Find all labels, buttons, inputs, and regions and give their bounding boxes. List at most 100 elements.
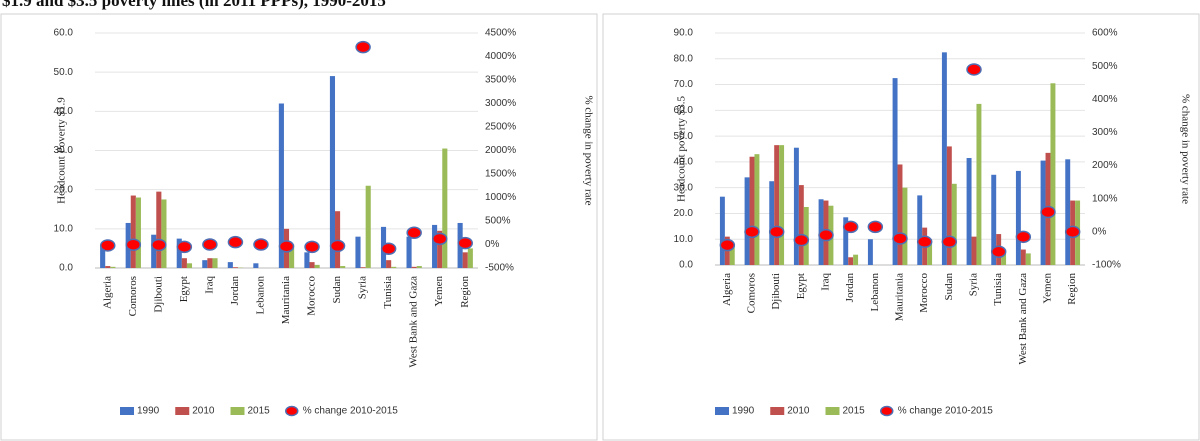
y2-tick-label: 300% — [1092, 127, 1118, 138]
bar — [176, 238, 182, 268]
x-tick-label: Mauritania — [894, 273, 906, 321]
bar — [181, 258, 187, 268]
bar — [227, 262, 233, 268]
marker — [1040, 205, 1056, 219]
bar — [186, 263, 193, 268]
bar — [416, 266, 422, 268]
bar — [976, 103, 982, 265]
bar — [340, 266, 346, 268]
marker — [431, 232, 448, 246]
bar — [798, 185, 804, 265]
bar — [1050, 83, 1056, 266]
x-tick-label: West Bank and Gaza — [1017, 273, 1029, 365]
y-tick-label: 0.0 — [59, 263, 73, 274]
y-tick-label: 40.0 — [674, 157, 694, 168]
bar — [130, 195, 136, 268]
y-tick-label: 30.0 — [674, 182, 694, 193]
marker — [329, 239, 346, 253]
marker — [253, 238, 269, 251]
x-tick-label: Egypt — [178, 276, 190, 302]
bar — [391, 266, 397, 268]
panel-right — [602, 13, 1200, 441]
y2-tick-label: 600% — [1092, 28, 1118, 39]
bar — [774, 145, 780, 265]
x-tick-label: Syria — [968, 273, 980, 296]
y2-axis-title: % change in poverty rate — [582, 96, 594, 206]
y-tick-label: 80.0 — [674, 53, 694, 64]
x-tick-label: Tunisia — [992, 273, 1004, 306]
bar — [1065, 159, 1071, 265]
y-tick-label: 10.0 — [54, 223, 74, 234]
bar — [971, 236, 977, 265]
bar — [848, 257, 854, 265]
y2-tick-label: 100% — [1092, 193, 1118, 204]
bar — [867, 239, 873, 265]
legend-label: % change 2010-2015 — [898, 406, 994, 417]
bar — [411, 266, 417, 268]
bar — [1015, 170, 1021, 265]
y-axis-title: Headcount Poverty $1.9 — [56, 97, 68, 204]
y-tick-label: 0.0 — [679, 260, 693, 271]
bar — [432, 224, 438, 268]
marker — [380, 242, 397, 255]
x-tick-label: Algeria — [101, 276, 113, 309]
bar — [462, 252, 468, 268]
y-tick-label: 70.0 — [674, 79, 694, 90]
y2-tick-label: 3000% — [485, 98, 516, 109]
bar — [355, 236, 361, 268]
bar — [744, 177, 750, 265]
bar — [467, 248, 473, 268]
bar — [946, 146, 952, 265]
y-tick-label: 60.0 — [54, 28, 74, 39]
bar — [161, 199, 167, 268]
y2-tick-label: 4000% — [485, 51, 516, 62]
legend-label: % change 2010-2015 — [303, 406, 399, 417]
bar — [991, 174, 997, 265]
legend-label: 2010 — [192, 406, 215, 417]
bar — [135, 197, 141, 268]
bar — [335, 211, 341, 268]
x-tick-label: Comoros — [746, 273, 758, 313]
bar — [769, 181, 775, 265]
y2-tick-label: -100% — [1092, 260, 1121, 271]
x-tick-label: Lebanon — [869, 273, 881, 312]
bar — [314, 264, 320, 268]
y2-tick-label: -500% — [485, 263, 514, 274]
x-tick-label: Iraq — [203, 276, 215, 294]
bar — [156, 191, 162, 268]
marker — [100, 239, 116, 252]
y2-tick-label: 200% — [1092, 160, 1118, 171]
y-tick-label: 40.0 — [54, 106, 74, 117]
y-tick-label: 10.0 — [674, 234, 694, 245]
y2-tick-label: 2500% — [485, 122, 516, 133]
marker — [406, 226, 422, 239]
y2-tick-label: 1000% — [485, 192, 516, 203]
marker — [1064, 225, 1081, 239]
marker — [457, 236, 473, 250]
marker — [719, 238, 736, 252]
marker — [278, 240, 295, 253]
marker — [202, 238, 218, 251]
bar — [360, 267, 366, 268]
legend-swatch — [175, 407, 190, 415]
legend-marker — [285, 405, 299, 417]
marker — [916, 235, 933, 249]
x-tick-label: Djibouti — [770, 273, 782, 310]
marker — [355, 40, 371, 54]
bar — [207, 258, 213, 268]
bar — [110, 266, 116, 268]
bar — [719, 196, 725, 265]
bar — [289, 244, 295, 268]
bar — [386, 260, 392, 268]
y-tick-label: 50.0 — [54, 67, 74, 78]
marker — [227, 235, 244, 249]
y-tick-label: 60.0 — [674, 105, 694, 116]
marker — [768, 225, 785, 239]
bar — [1001, 249, 1007, 265]
x-tick-label: Region — [459, 276, 471, 308]
x-tick-label: Jordan — [844, 273, 856, 303]
bar — [212, 258, 218, 268]
marker — [990, 245, 1007, 258]
bar — [442, 148, 448, 268]
marker — [966, 63, 982, 76]
